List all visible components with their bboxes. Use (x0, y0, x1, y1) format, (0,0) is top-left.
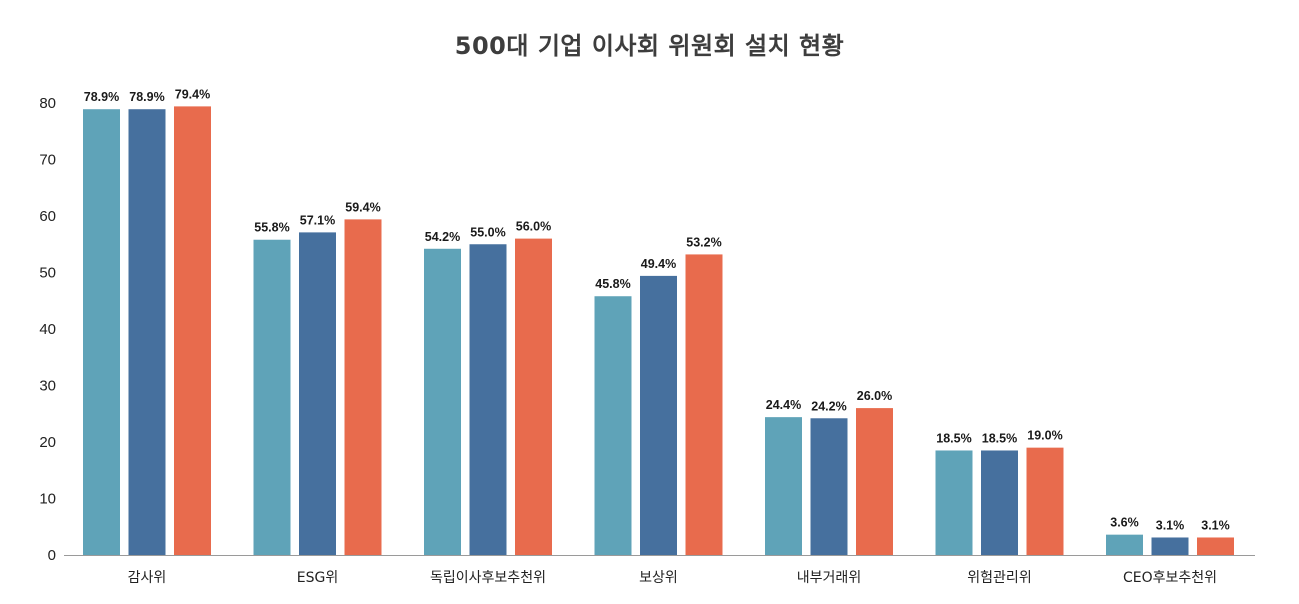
bar (765, 417, 802, 555)
data-label: 45.8% (595, 277, 630, 291)
bar (981, 450, 1018, 555)
bar (594, 296, 632, 555)
data-label: 18.5% (936, 431, 971, 445)
x-tick-label: 내부거래위 (797, 570, 861, 586)
y-tick-label: 30 (39, 378, 56, 395)
data-label: 19.0% (1027, 429, 1062, 443)
y-tick-label: 50 (39, 265, 56, 282)
bar (253, 239, 291, 556)
data-label: 53.2% (686, 235, 721, 249)
bar (1106, 534, 1143, 555)
bar (935, 450, 973, 555)
chart-title: 500대 기업 이사회 위원회 설치 현황 (454, 32, 845, 60)
y-tick-label: 20 (39, 434, 56, 451)
bar (299, 232, 336, 555)
bar (83, 109, 120, 555)
y-tick-label: 0 (48, 547, 56, 564)
x-tick-label: CEO후보추천위 (1123, 570, 1217, 586)
x-tick-label: 감사위 (128, 570, 167, 586)
y-tick-label: 70 (39, 152, 56, 169)
data-label: 3.1% (1201, 518, 1230, 532)
bar (810, 418, 848, 555)
bar (640, 275, 677, 555)
bar (515, 238, 552, 555)
bar (344, 219, 382, 555)
bar (685, 254, 723, 556)
data-label: 3.1% (1156, 518, 1185, 532)
data-label: 54.2% (425, 230, 460, 244)
bar (1197, 537, 1234, 555)
data-label: 56.0% (516, 220, 551, 234)
data-label: 55.0% (470, 225, 505, 239)
data-label: 79.4% (175, 87, 210, 101)
x-tick-label: ESG위 (297, 570, 338, 586)
bar (424, 248, 461, 555)
data-label: 24.2% (811, 399, 846, 413)
y-tick-label: 60 (39, 208, 56, 225)
data-label: 57.1% (300, 213, 335, 227)
data-label: 24.4% (766, 398, 801, 412)
y-tick-label: 10 (39, 491, 56, 508)
bar (469, 244, 507, 555)
data-label: 18.5% (982, 431, 1017, 445)
data-label: 78.9% (129, 90, 164, 104)
data-label: 59.4% (345, 200, 380, 214)
data-label: 55.8% (254, 221, 289, 235)
bar (174, 106, 211, 555)
data-label: 3.6% (1110, 516, 1139, 530)
data-label: 26.0% (857, 389, 892, 403)
data-label: 49.4% (641, 257, 676, 271)
x-tick-label: 위험관리위 (967, 570, 1031, 586)
bar (1026, 447, 1064, 555)
bar (856, 408, 893, 555)
x-tick-label: 보상위 (639, 570, 678, 586)
bar (1151, 537, 1189, 555)
bar (128, 109, 166, 555)
y-tick-label: 80 (39, 95, 56, 112)
x-tick-label: 독립이사후보추천위 (430, 570, 546, 586)
y-tick-label: 40 (39, 321, 56, 338)
data-label: 78.9% (84, 90, 119, 104)
